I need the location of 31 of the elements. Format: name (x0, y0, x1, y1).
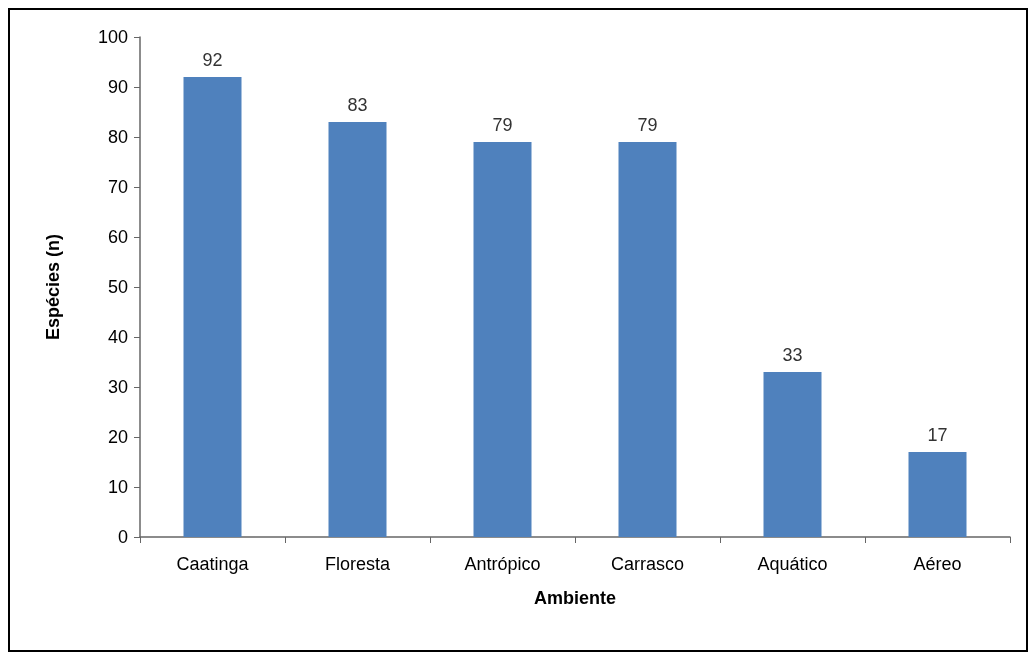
data-label: 17 (927, 425, 948, 445)
y-tick-label: 0 (117, 527, 128, 547)
y-tick-label: 70 (107, 177, 128, 197)
bar (328, 122, 387, 537)
bar (763, 372, 822, 537)
bar (908, 452, 967, 537)
data-label: 83 (347, 95, 368, 115)
x-tick-label: Caatinga (176, 554, 250, 574)
x-tick-label: Aéreo (913, 554, 962, 574)
x-tick-label: Antrópico (464, 554, 541, 574)
bar (183, 77, 242, 537)
x-axis-title: Ambiente (533, 588, 617, 608)
data-label: 79 (492, 115, 513, 135)
y-axis-title: Espécies (n) (43, 233, 63, 341)
x-tick-label: Floresta (324, 554, 391, 574)
y-tick-label: 80 (107, 127, 128, 147)
bar (618, 142, 677, 537)
data-label: 33 (782, 345, 803, 365)
y-tick-label: 90 (107, 77, 128, 97)
y-tick-label: 40 (107, 327, 128, 347)
data-label: 79 (637, 115, 658, 135)
y-tick-label: 60 (107, 227, 128, 247)
y-tick-label: 50 (107, 277, 128, 297)
y-tick-label: 100 (97, 27, 128, 47)
x-tick-label: Aquático (757, 554, 828, 574)
x-tick-label: Carrasco (610, 554, 685, 574)
y-tick-label: 30 (107, 377, 128, 397)
y-tick-label: 20 (107, 427, 128, 447)
y-tick-label: 10 (107, 477, 128, 497)
bar (473, 142, 532, 537)
data-label: 92 (202, 50, 223, 70)
